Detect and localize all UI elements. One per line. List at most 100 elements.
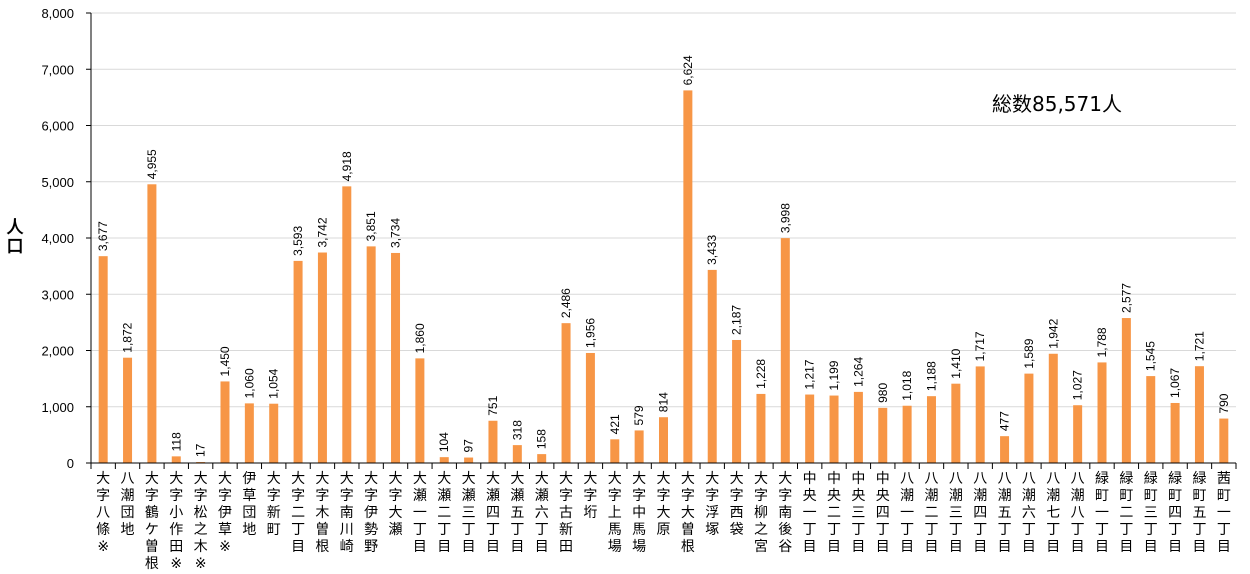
category-label: 八潮三丁目 [949, 471, 963, 555]
category-label: 中央三丁目 [851, 471, 865, 555]
category-label: 大字中馬場 [632, 471, 646, 555]
bar [1048, 353, 1058, 463]
bar [902, 405, 912, 463]
data-label: 477 [998, 411, 1012, 431]
data-label: 421 [608, 414, 622, 434]
category-label: 中央二丁目 [827, 471, 841, 555]
data-label: 158 [535, 429, 549, 449]
bar [512, 445, 522, 463]
category-label: 大字大瀬 [389, 471, 403, 538]
data-label: 1,788 [1095, 327, 1109, 357]
gridlines [91, 12, 1236, 408]
bar [1146, 376, 1156, 463]
data-label: 1,018 [900, 370, 914, 400]
data-label: 1,027 [1071, 370, 1085, 400]
category-label: 八潮一丁目 [900, 471, 914, 555]
data-label: 4,955 [145, 149, 159, 179]
data-label: 751 [486, 395, 500, 415]
category-label: 大字二丁目 [291, 471, 305, 555]
data-label: 1,860 [413, 323, 427, 353]
category-label: 大字南後谷 [778, 471, 792, 555]
bar [732, 339, 742, 463]
data-label: 2,187 [730, 305, 744, 335]
bar [123, 357, 133, 463]
data-label: 2,486 [559, 288, 573, 318]
data-label: 4,918 [340, 151, 354, 181]
category-label: 大字伊勢野 [364, 471, 378, 555]
bar [634, 430, 644, 463]
data-label: 1,956 [583, 318, 597, 348]
category-label: 大字小作田※ [169, 471, 183, 572]
bar [464, 457, 474, 463]
data-label: 579 [632, 405, 646, 425]
y-tick-label: 5,000 [41, 175, 74, 190]
data-label: 1,410 [949, 348, 963, 378]
bar [317, 252, 327, 463]
category-label: 緑町二丁目 [1119, 471, 1133, 555]
category-label: 緑町三丁目 [1144, 471, 1158, 555]
data-label: 118 [169, 432, 183, 451]
data-label: 1,545 [1144, 341, 1158, 371]
bar [780, 238, 790, 463]
bar [488, 420, 498, 463]
total-annotation: 総数85,571人 [992, 92, 1122, 116]
y-axis-ticks: 0 1,000 2,000 3,000 4,000 5,000 6,000 7,000 8,00… [41, 6, 91, 471]
category-label: 大字大曽根 [681, 471, 695, 555]
category-label: 緑町一丁目 [1095, 471, 1109, 555]
y-axis-label: 人口 [7, 218, 25, 257]
data-label: 3,851 [364, 211, 378, 241]
category-label: 大字古新田 [559, 471, 573, 555]
bar [707, 269, 717, 463]
bar [683, 90, 693, 464]
category-label: 大字南川崎 [340, 471, 354, 555]
y-tick-label: 4,000 [41, 231, 74, 246]
category-label: 緑町五丁目 [1192, 471, 1206, 555]
bars [98, 90, 1229, 464]
category-label: 中央四丁目 [876, 471, 890, 555]
y-tick-label: 6,000 [41, 119, 74, 134]
category-label: 大字新町 [267, 471, 281, 538]
data-label: 1,199 [827, 360, 841, 390]
bar [147, 184, 157, 463]
category-label: 大字柳之宮 [754, 471, 768, 555]
category-label: 八潮五丁目 [998, 471, 1012, 555]
category-label: 大字松之木※ [194, 471, 208, 572]
bar [415, 358, 425, 463]
data-label: 3,593 [291, 226, 305, 256]
bar [853, 391, 863, 463]
category-label: 伊草団地 [242, 471, 256, 538]
bar [171, 456, 181, 463]
category-label: 八潮二丁目 [924, 471, 938, 555]
category-label: 八潮八丁目 [1071, 471, 1085, 555]
bar [951, 383, 961, 463]
category-label: 大字伊草※ [218, 471, 232, 555]
data-label: 6,624 [681, 55, 695, 85]
category-label: 茜町一丁目 [1217, 471, 1231, 555]
bar [1121, 318, 1131, 463]
data-label: 17 [194, 443, 208, 457]
category-label: 八潮四丁目 [973, 471, 987, 555]
bar [1024, 373, 1034, 463]
data-label: 1,217 [803, 359, 817, 389]
bar [220, 381, 230, 463]
y-tick-label: 1,000 [41, 400, 74, 415]
bar [975, 366, 985, 463]
data-label: 2,577 [1119, 283, 1133, 313]
data-label: 1,589 [1022, 338, 1036, 368]
data-label: 1,872 [121, 322, 135, 352]
data-label: 3,998 [778, 203, 792, 233]
data-label: 814 [657, 392, 671, 412]
category-label: 大字八條※ [96, 471, 110, 555]
bar [610, 439, 620, 463]
category-label: 八潮七丁目 [1046, 471, 1060, 555]
data-label: 318 [510, 420, 524, 440]
data-label: 790 [1217, 393, 1231, 413]
data-label: 1,717 [973, 331, 987, 361]
y-tick-label: 0 [67, 456, 74, 471]
bar [561, 323, 571, 463]
category-label: 大字木曽根 [315, 471, 329, 555]
bar [537, 454, 547, 463]
data-label: 3,742 [315, 217, 329, 247]
bar [1000, 436, 1010, 463]
